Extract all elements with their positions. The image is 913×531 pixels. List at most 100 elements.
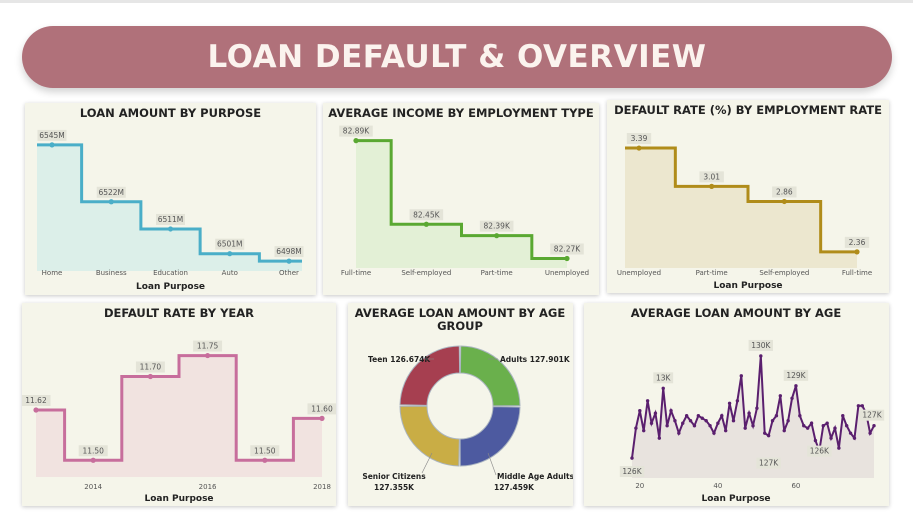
- slice-label: Senior Citizens: [362, 472, 426, 481]
- data-point: [708, 423, 712, 428]
- panel-loan-by-age-group: AVERAGE LOAN AMOUNT BY AGE GROUP Adults 12…: [348, 303, 573, 506]
- slice-leader: [487, 452, 497, 476]
- data-label-bg: [37, 129, 67, 141]
- data-label-bg: [156, 213, 185, 225]
- data-point: [766, 433, 771, 438]
- data-label: 11.70: [140, 363, 162, 372]
- data-label-bg: [78, 445, 108, 457]
- data-point: [759, 354, 763, 358]
- data-point: [688, 419, 693, 423]
- data-point: [735, 399, 740, 403]
- top-divider: [0, 0, 913, 3]
- data-point: [649, 421, 654, 425]
- data-label-bg: [859, 409, 885, 421]
- data-point: [90, 457, 96, 463]
- data-point: [696, 414, 701, 418]
- data-point: [716, 421, 720, 425]
- data-label: 11.75: [197, 342, 219, 351]
- chart-default-rate-by-year: DEFAULT RATE BY YEAR 11.62 11.50 11.70 11.75…: [22, 306, 336, 504]
- data-point: [805, 426, 810, 430]
- slice-label-value: 127.459K: [494, 483, 535, 492]
- data-point: [833, 426, 837, 430]
- data-point: [727, 401, 732, 405]
- data-point: [657, 436, 662, 440]
- x-tick-label: Unemployed: [617, 269, 661, 277]
- data-point: [782, 428, 786, 433]
- dashboard-title: LOAN DEFAULT & OVERVIEW: [207, 39, 707, 75]
- data-point: [720, 414, 724, 418]
- x-tick-label: 40: [713, 482, 722, 490]
- data-label: 11.50: [254, 446, 276, 455]
- data-label-bg: [844, 236, 870, 248]
- data-point: [49, 142, 55, 148]
- chart-title: GROUP: [437, 319, 483, 333]
- data-label: 6498M: [276, 247, 302, 256]
- series-line: [356, 139, 567, 260]
- data-point: [837, 446, 841, 450]
- series-line: [36, 354, 322, 462]
- donut-slice: [459, 406, 521, 467]
- x-tick-label: Other: [279, 269, 299, 277]
- x-tick-label: 60: [791, 482, 800, 490]
- data-point: [286, 258, 292, 264]
- data-point: [852, 436, 857, 440]
- data-point: [692, 423, 697, 428]
- data-point: [353, 138, 359, 144]
- data-point: [739, 374, 743, 378]
- data-point: [564, 255, 570, 262]
- data-point: [747, 411, 751, 415]
- panel-loan-by-age: AVERAGE LOAN AMOUNT BY AGE 126K 13K 130K 129…: [584, 303, 889, 506]
- data-point: [829, 436, 833, 440]
- data-point: [841, 414, 845, 418]
- data-point: [642, 428, 646, 433]
- data-label: 11.60: [311, 404, 333, 413]
- x-axis-title: Loan Purpose: [136, 282, 205, 292]
- x-tick-label: Auto: [222, 269, 238, 277]
- data-label: 3.39: [631, 134, 648, 143]
- data-point: [860, 404, 864, 408]
- series-area: [356, 140, 567, 268]
- donut-slice: [459, 345, 521, 407]
- data-point: [712, 431, 716, 435]
- data-point: [821, 423, 825, 428]
- data-point: [661, 386, 665, 391]
- data-point: [700, 416, 704, 420]
- data-point: [743, 426, 747, 430]
- chart-title: DEFAULT RATE BY YEAR: [104, 306, 254, 320]
- x-tick-label: Business: [96, 269, 127, 277]
- data-point: [677, 431, 681, 435]
- series-line: [625, 146, 857, 254]
- data-label: 127K: [862, 411, 882, 420]
- data-label: 6545M: [39, 131, 65, 140]
- series-area: [625, 148, 857, 268]
- data-point: [790, 396, 794, 400]
- x-tick-label: Self-employed: [759, 269, 809, 277]
- chart-title: AVERAGE LOAN AMOUNT BY AGE: [631, 306, 842, 320]
- data-point: [872, 423, 876, 428]
- data-point: [630, 456, 634, 460]
- x-axis-title: Loan Purpose: [701, 494, 770, 504]
- data-point: [167, 226, 174, 232]
- data-label: 3.01: [703, 172, 720, 181]
- data-label: 82.39K: [483, 222, 510, 231]
- data-point: [813, 438, 818, 443]
- data-point: [751, 423, 755, 428]
- data-label: 82.89K: [343, 127, 370, 136]
- data-point: [653, 411, 658, 415]
- series-area: [36, 355, 322, 477]
- data-point: [868, 431, 872, 435]
- data-point: [709, 183, 715, 189]
- x-tick-label: 2014: [84, 483, 102, 491]
- panel-default-rate-by-year: DEFAULT RATE BY YEAR 11.62 11.50 11.70 11.75…: [22, 303, 336, 506]
- data-label: 126K: [810, 447, 830, 456]
- data-point: [645, 399, 650, 403]
- data-label-bg: [619, 466, 645, 478]
- data-point: [854, 249, 860, 255]
- panel-average-income-by-employment: AVERAGE INCOME BY EMPLOYMENT TYPE 82.89K 8…: [323, 103, 599, 295]
- x-tick-label: Part-time: [481, 269, 513, 277]
- data-point: [781, 198, 787, 205]
- data-label-bg: [339, 125, 373, 137]
- data-point: [684, 414, 689, 418]
- data-label-bg: [96, 186, 126, 198]
